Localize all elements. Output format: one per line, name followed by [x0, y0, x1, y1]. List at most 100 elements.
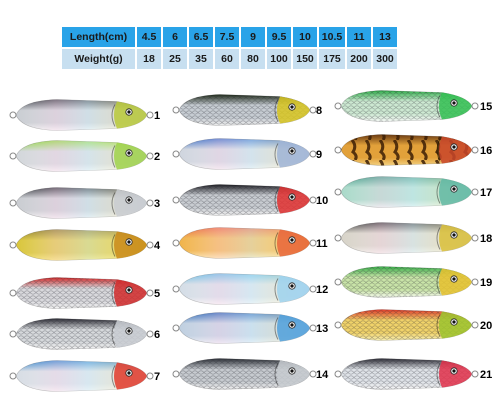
lure-number: 5 — [154, 288, 160, 300]
weight-cell: 100 — [267, 49, 291, 69]
lure-pattern — [16, 229, 147, 261]
lure-4: 4 — [9, 229, 161, 261]
lure-6: 6 — [9, 318, 160, 350]
nose-ring-icon — [146, 289, 154, 297]
length-cell: 13 — [373, 27, 397, 47]
nose-ring-icon — [146, 372, 154, 380]
gill-line — [436, 139, 441, 162]
weight-cell: 25 — [163, 49, 187, 69]
nose-ring-icon — [146, 241, 154, 249]
nose-ring-icon — [471, 278, 479, 286]
lure-pattern — [341, 358, 472, 390]
pupil-icon — [127, 198, 131, 202]
tail-ring-icon — [172, 239, 180, 247]
tail-ring-icon — [9, 199, 17, 207]
pupil-icon — [452, 187, 456, 191]
nose-ring-icon — [309, 196, 317, 204]
lure-pattern — [16, 187, 147, 219]
pupil-icon — [290, 195, 294, 199]
nose-ring-icon — [309, 285, 317, 293]
pupil-icon — [452, 145, 456, 149]
lure-pattern — [179, 227, 310, 259]
pupil-icon — [290, 284, 294, 288]
tail-ring-icon — [172, 370, 180, 378]
pupil-icon — [127, 240, 131, 244]
lure-12: 12 — [172, 273, 328, 305]
lure-3: 3 — [9, 187, 160, 219]
length-cell: 10.5 — [319, 27, 345, 47]
nose-ring-icon — [146, 152, 154, 160]
weight-cell: 18 — [137, 49, 161, 69]
weight-cell: 80 — [241, 49, 265, 69]
pupil-icon — [290, 105, 294, 109]
length-cell: 11 — [347, 27, 371, 47]
lure-pattern — [16, 318, 147, 350]
pupil-icon — [290, 238, 294, 242]
weight-cell: 300 — [373, 49, 397, 69]
lure-number: 12 — [316, 284, 328, 296]
size-weight-table: Length(cm) 4.5 6 6.5 7.5 9 9.5 10 10.5 1… — [60, 25, 399, 71]
lure-11: 11 — [172, 227, 328, 259]
lure-17: 17 — [334, 176, 492, 208]
lure-18: 18 — [334, 222, 492, 254]
lure-number: 3 — [154, 198, 160, 210]
gill-line — [436, 314, 441, 337]
gill-line — [436, 271, 441, 294]
lure-number: 20 — [480, 320, 492, 332]
gill-line — [436, 363, 441, 386]
pupil-icon — [127, 288, 131, 292]
gill-line — [111, 234, 116, 257]
lure-number: 6 — [154, 329, 160, 341]
weight-cell: 200 — [347, 49, 371, 69]
gill-line — [111, 145, 116, 168]
length-cell: 9.5 — [267, 27, 291, 47]
length-cell: 7.5 — [215, 27, 239, 47]
pupil-icon — [127, 151, 131, 155]
lure-number: 16 — [480, 145, 492, 157]
lure-16: 16 — [334, 134, 492, 166]
nose-ring-icon — [471, 234, 479, 242]
lure-number: 2 — [154, 151, 160, 163]
lure-pattern — [16, 99, 147, 131]
lure-8: 8 — [172, 94, 322, 126]
gill-line — [274, 189, 279, 212]
lure-number: 10 — [316, 195, 328, 207]
lure-number: 8 — [316, 105, 322, 117]
lure-number: 21 — [480, 369, 492, 381]
nose-ring-icon — [309, 370, 317, 378]
lure-pattern — [341, 90, 472, 122]
nose-ring-icon — [471, 102, 479, 110]
tail-ring-icon — [9, 111, 17, 119]
gill-line — [436, 95, 441, 118]
length-header: Length(cm) — [62, 27, 135, 47]
gill-line — [274, 143, 279, 166]
nose-ring-icon — [309, 324, 317, 332]
weight-cell: 175 — [319, 49, 345, 69]
gill-line — [274, 363, 279, 386]
nose-ring-icon — [471, 370, 479, 378]
lure-number: 14 — [316, 369, 329, 381]
pupil-icon — [452, 233, 456, 237]
lure-14: 14 — [172, 358, 329, 390]
tail-ring-icon — [9, 152, 17, 160]
lure-number: 4 — [154, 240, 161, 252]
length-cell: 10 — [293, 27, 317, 47]
pupil-icon — [290, 369, 294, 373]
lure-2: 2 — [9, 140, 160, 172]
lure-pattern — [179, 184, 310, 216]
gill-line — [111, 323, 116, 346]
tail-ring-icon — [172, 106, 180, 114]
tail-ring-icon — [172, 285, 180, 293]
pupil-icon — [127, 329, 131, 333]
gill-line — [111, 104, 116, 127]
pupil-icon — [452, 369, 456, 373]
tail-ring-icon — [9, 289, 17, 297]
tail-ring-icon — [172, 150, 180, 158]
tail-ring-icon — [9, 372, 17, 380]
tail-ring-icon — [9, 330, 17, 338]
lure-1: 1 — [9, 99, 160, 131]
lure-pattern — [179, 138, 310, 170]
lure-pattern — [179, 273, 310, 305]
tail-ring-icon — [334, 278, 342, 286]
length-cell: 6 — [163, 27, 187, 47]
